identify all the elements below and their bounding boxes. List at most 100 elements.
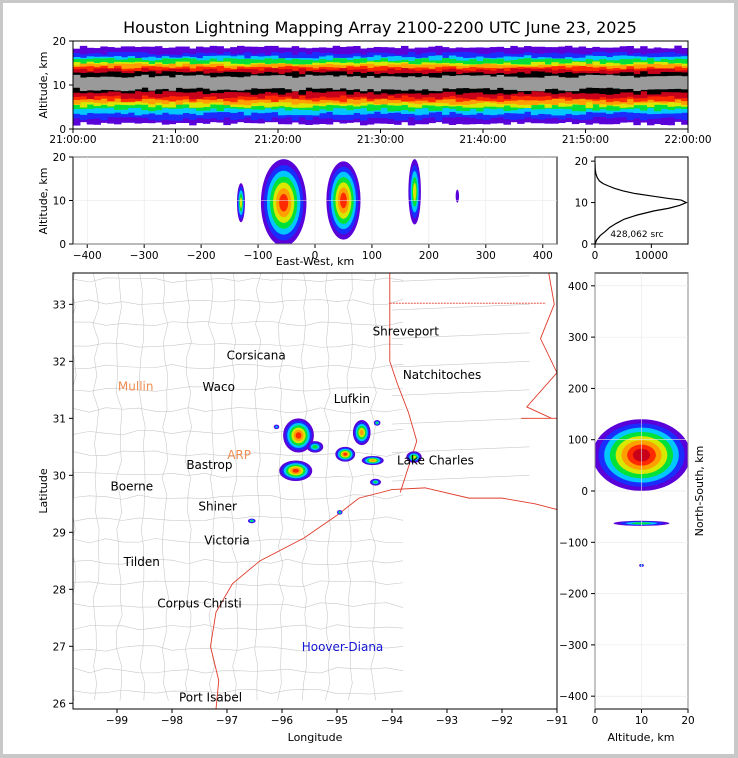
- density-cell: [653, 76, 662, 90]
- density-cell: [626, 75, 634, 89]
- lma-figure: Houston Lightning Mapping Array 2100-220…: [37, 18, 712, 744]
- density-cell: [578, 75, 587, 89]
- ns-altitude-xlabel: Altitude, km: [607, 731, 674, 744]
- city-label: Port Isabel: [179, 691, 242, 705]
- county-line: [73, 667, 404, 674]
- density-cell: [346, 76, 354, 90]
- figure-frame: Houston Lightning Mapping Array 2100-220…: [3, 3, 734, 754]
- density-cell: [469, 75, 477, 89]
- city-label: Shreveport: [373, 325, 440, 339]
- y-tick-label: 200: [568, 383, 588, 395]
- density-cell: [667, 75, 675, 90]
- x-tick-label: −98: [161, 715, 183, 727]
- y-tick-label: −100: [559, 537, 588, 549]
- x-tick-label: −95: [326, 715, 348, 727]
- city-label: ARP: [227, 448, 251, 462]
- time-tick-label: 21:20:00: [254, 134, 301, 146]
- x-tick-label: −100: [244, 250, 273, 262]
- density-cell: [428, 77, 436, 91]
- density-cell: [196, 74, 204, 88]
- x-tick-label: −97: [216, 715, 238, 727]
- density-cell: [462, 75, 470, 89]
- county-line: [231, 273, 239, 701]
- city-label: Mullin: [118, 379, 154, 393]
- y-tick-label: 26: [53, 698, 67, 710]
- y-tick-label: 0: [581, 486, 588, 498]
- time-tick-label: 21:30:00: [357, 134, 404, 146]
- density-cell: [585, 74, 593, 88]
- county-line: [277, 273, 284, 701]
- density-cell: [73, 74, 81, 88]
- density-cell: [243, 76, 252, 90]
- density-cell: [332, 76, 341, 90]
- density-cell: [510, 76, 518, 90]
- density-cell: [571, 77, 580, 92]
- density-cell: [640, 76, 648, 90]
- map-ylabel: Latitude: [37, 468, 50, 514]
- density-cell: [660, 76, 669, 90]
- county-line: [254, 273, 262, 701]
- lightning-source-cluster: [295, 432, 302, 439]
- density-cell: [127, 77, 136, 91]
- parish-line: [391, 332, 530, 339]
- y-tick-label: 0: [581, 239, 588, 251]
- density-cell: [530, 77, 539, 91]
- county-line: [73, 624, 404, 631]
- city-label: Shiner: [198, 500, 237, 514]
- density-cell: [496, 74, 505, 88]
- parish-line: [391, 304, 530, 311]
- y-tick-label: 20: [575, 156, 588, 168]
- ew-density-cell: [279, 193, 289, 212]
- density-cell: [271, 75, 279, 89]
- parish-line: [391, 475, 530, 482]
- density-cell: [387, 76, 395, 90]
- time-tick-label: 21:00:00: [49, 134, 96, 146]
- density-cell: [114, 77, 122, 91]
- y-tick-label: 300: [568, 332, 588, 344]
- x-tick-label: −93: [436, 715, 458, 727]
- x-tick-label: 100: [362, 250, 382, 262]
- ew-altitude-ylabel: Altitude, km: [37, 167, 50, 234]
- density-cell: [284, 76, 293, 90]
- county-line: [73, 364, 404, 370]
- density-cell: [319, 75, 327, 89]
- parish-line: [391, 275, 530, 282]
- density-cell: [442, 75, 450, 89]
- ns-altitude-ylabel: North-South, km: [693, 446, 706, 537]
- x-tick-label: 10: [635, 715, 648, 727]
- county-line: [73, 494, 404, 500]
- city-label: Corpus Christi: [157, 597, 242, 611]
- altitude-distribution-line: [595, 163, 688, 244]
- ew-density-cell: [455, 189, 460, 203]
- plan-view-panel: Shreveport Corsicana Mullin Waco Natchitoche…: [37, 272, 568, 744]
- y-tick-label: 0: [59, 124, 66, 136]
- county-line: [73, 472, 404, 479]
- density-cell: [681, 76, 688, 90]
- city-label: Lufkin: [334, 392, 370, 406]
- density-cell: [182, 75, 190, 89]
- lightning-source-cluster: [338, 511, 341, 514]
- density-cell: [93, 77, 101, 91]
- y-tick-label: −200: [559, 589, 588, 601]
- lightning-source-cluster: [359, 429, 364, 436]
- density-cell: [619, 76, 628, 90]
- density-cell: [517, 77, 525, 92]
- density-cell: [435, 77, 443, 92]
- density-cell: [202, 75, 211, 89]
- county-line: [370, 273, 377, 701]
- density-cell: [141, 74, 149, 88]
- county-line: [73, 602, 404, 608]
- density-cell: [257, 75, 265, 89]
- density-cell: [353, 76, 361, 90]
- parish-line: [391, 389, 530, 396]
- x-tick-label: 0: [592, 715, 599, 727]
- density-cell: [175, 74, 183, 88]
- density-cell: [606, 74, 614, 88]
- y-tick-label: −400: [559, 691, 588, 703]
- ew-altitude-panel: −400 −300 −200 −100 0 100 200 300 400 0 10 20 Altit…: [37, 152, 558, 268]
- density-cell: [647, 76, 655, 90]
- density-cell: [325, 75, 334, 89]
- density-cell: [100, 76, 108, 90]
- density-cell: [380, 76, 388, 90]
- density-cell: [161, 75, 170, 89]
